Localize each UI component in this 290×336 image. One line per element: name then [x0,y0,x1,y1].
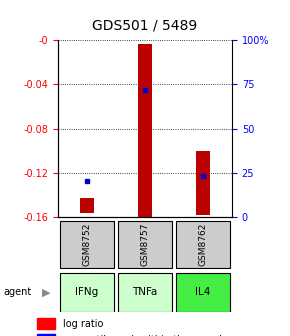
Bar [37,334,55,336]
FancyBboxPatch shape [118,221,172,268]
FancyBboxPatch shape [60,273,114,312]
Text: TNFa: TNFa [132,287,158,297]
FancyBboxPatch shape [176,221,230,268]
Bar [196,151,210,214]
Text: IFNg: IFNg [75,287,99,297]
Text: GSM8752: GSM8752 [82,223,92,266]
FancyBboxPatch shape [176,273,230,312]
Text: percentile rank within the sample: percentile rank within the sample [64,335,229,336]
Text: GDS501 / 5489: GDS501 / 5489 [93,18,197,33]
Bar [37,318,55,329]
Text: ▶: ▶ [42,287,51,297]
FancyBboxPatch shape [118,273,172,312]
Bar [80,198,94,213]
Text: GSM8762: GSM8762 [198,223,208,266]
Text: IL4: IL4 [195,287,211,297]
Text: GSM8757: GSM8757 [140,223,150,266]
Text: agent: agent [3,287,31,297]
Text: log ratio: log ratio [64,319,104,329]
Bar [138,44,152,217]
FancyBboxPatch shape [60,221,114,268]
